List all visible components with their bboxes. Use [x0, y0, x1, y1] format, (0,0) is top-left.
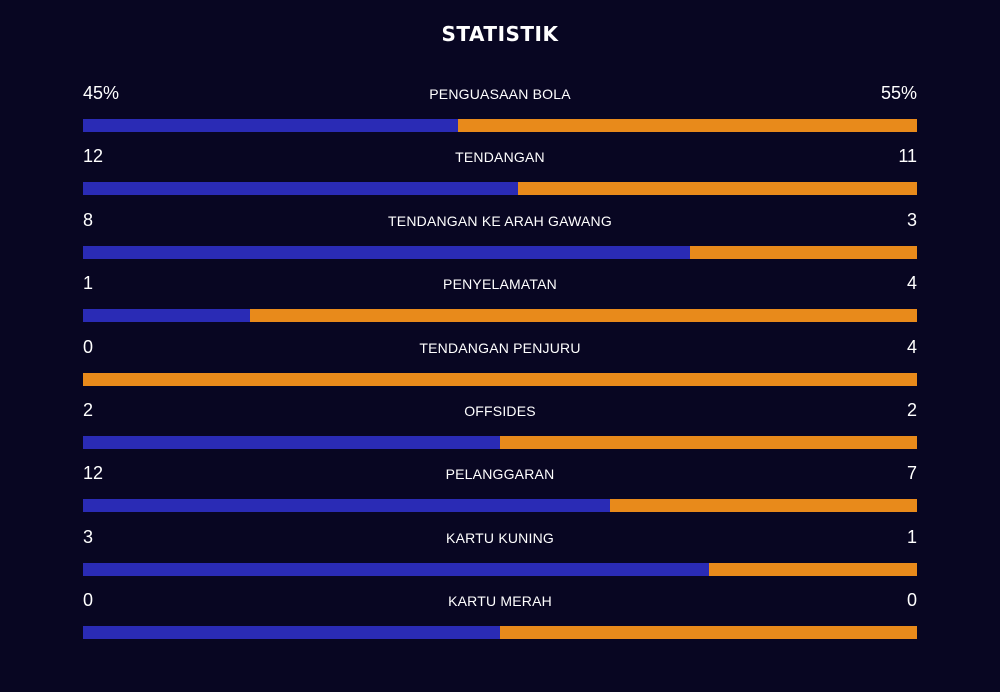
stat-bar [83, 119, 917, 132]
stat-bar-home [83, 626, 500, 640]
stat-label: PENYELAMATAN [443, 276, 557, 293]
stat-bar-home [83, 436, 500, 449]
stat-bar-away [518, 182, 917, 196]
stat-home-value: 45% [83, 83, 120, 103]
stat-bar [83, 245, 917, 259]
stat-away-value: 55% [880, 83, 917, 103]
stat-bar-away [249, 309, 917, 323]
stat-bar [83, 182, 917, 196]
stat-label: KARTU MERAH [448, 593, 552, 610]
stat-bar-home [83, 309, 250, 323]
stat-row: 8 TENDANGAN KE ARAH GAWANG 3 [83, 207, 917, 267]
stat-label: PELANGGARAN [445, 466, 555, 483]
stat-home-value: 1 [83, 273, 94, 294]
stat-bar [83, 626, 917, 640]
stat-away-value: 3 [906, 209, 917, 230]
stat-home-value: 8 [83, 209, 94, 230]
stat-row: 0 TENDANGAN PENJURU 4 [83, 334, 917, 394]
stat-bar [83, 499, 917, 513]
stat-away-value: 1 [906, 526, 917, 547]
stat-away-value: 4 [906, 273, 917, 294]
stat-row: 2 OFFSIDES 2 [83, 397, 917, 457]
stat-row: 0 KARTU MERAH 0 [83, 587, 917, 647]
stat-row: 1 PENYELAMATAN 4 [83, 270, 917, 330]
stats-title: STATISTIK [441, 22, 559, 46]
stat-bar-away [83, 372, 917, 386]
stat-bar-away [689, 245, 917, 259]
stat-bar-away [458, 119, 917, 132]
stat-away-value: 11 [898, 146, 917, 167]
stat-bar-away [500, 626, 917, 640]
stat-away-value: 7 [906, 463, 917, 484]
stat-home-value: 2 [83, 400, 94, 420]
stat-bar [83, 372, 917, 386]
stat-home-value: 12 [83, 463, 104, 484]
stat-away-value: 0 [906, 590, 917, 611]
stat-bar-home [83, 182, 519, 196]
stat-label: KARTU KUNING [446, 529, 554, 546]
stat-label: TENDANGAN PENJURU [419, 339, 581, 356]
stat-away-value: 4 [906, 336, 917, 357]
stat-bar [83, 309, 917, 323]
stat-label: TENDANGAN [455, 149, 545, 166]
stat-bar-home [83, 245, 690, 259]
stat-row: 45% PENGUASAAN BOLA 55% [83, 80, 917, 140]
stat-bar-home [83, 499, 610, 513]
stat-home-value: 12 [83, 146, 104, 167]
stat-away-value: 2 [906, 400, 917, 420]
stat-label: OFFSIDES [464, 403, 536, 419]
stat-bar [83, 562, 917, 576]
stat-row: 12 TENDANGAN 11 [83, 143, 917, 203]
stat-bar-home [83, 562, 709, 576]
stat-bar-home [83, 119, 459, 132]
stat-bar-away [609, 499, 917, 513]
stat-home-value: 3 [83, 526, 94, 547]
stat-label: TENDANGAN KE ARAH GAWANG [388, 212, 612, 229]
stat-home-value: 0 [83, 590, 94, 611]
stat-home-value: 0 [83, 336, 94, 357]
stat-bar [83, 436, 917, 449]
stat-label: PENGUASAAN BOLA [429, 86, 571, 102]
stat-row: 3 KARTU KUNING 1 [83, 524, 917, 584]
stat-row: 12 PELANGGARAN 7 [83, 460, 917, 520]
stat-bar-away [708, 562, 917, 576]
stat-bar-away [500, 436, 917, 449]
